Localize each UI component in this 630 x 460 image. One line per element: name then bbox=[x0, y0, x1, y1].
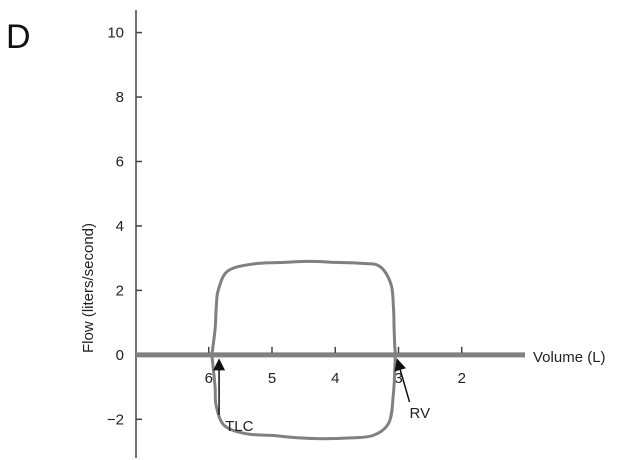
annotation-arrow-rv bbox=[394, 358, 411, 403]
y-tick-label: 8 bbox=[116, 89, 124, 106]
x-tick-label: 3 bbox=[394, 370, 402, 387]
panel-label: D bbox=[6, 18, 31, 56]
x-tick-label: 4 bbox=[331, 370, 339, 387]
annotation-label-tlc: TLC bbox=[225, 418, 254, 435]
y-tick-label: −2 bbox=[107, 411, 124, 428]
x-tick-label: 6 bbox=[205, 370, 213, 387]
y-tick-label: 6 bbox=[116, 153, 124, 170]
y-tick-label: 2 bbox=[116, 282, 124, 299]
y-axis-label: Flow (liters/second) bbox=[80, 223, 97, 353]
axes: 10 8 6 4 2 0 −2 6 5 4 3 2 bbox=[107, 10, 525, 458]
x-tick-label: 5 bbox=[268, 370, 276, 387]
x-tick-label: 2 bbox=[458, 370, 466, 387]
y-tick-label: 10 bbox=[107, 25, 124, 42]
annotation-label-rv: RV bbox=[410, 405, 431, 422]
y-tick-label: 0 bbox=[116, 347, 124, 364]
x-axis-label: Volume (L) bbox=[533, 349, 606, 366]
flow-volume-loop bbox=[210, 259, 397, 441]
y-tick-label: 4 bbox=[116, 218, 124, 235]
annotations: TLC RV bbox=[213, 358, 431, 435]
curve-layer bbox=[210, 259, 397, 441]
